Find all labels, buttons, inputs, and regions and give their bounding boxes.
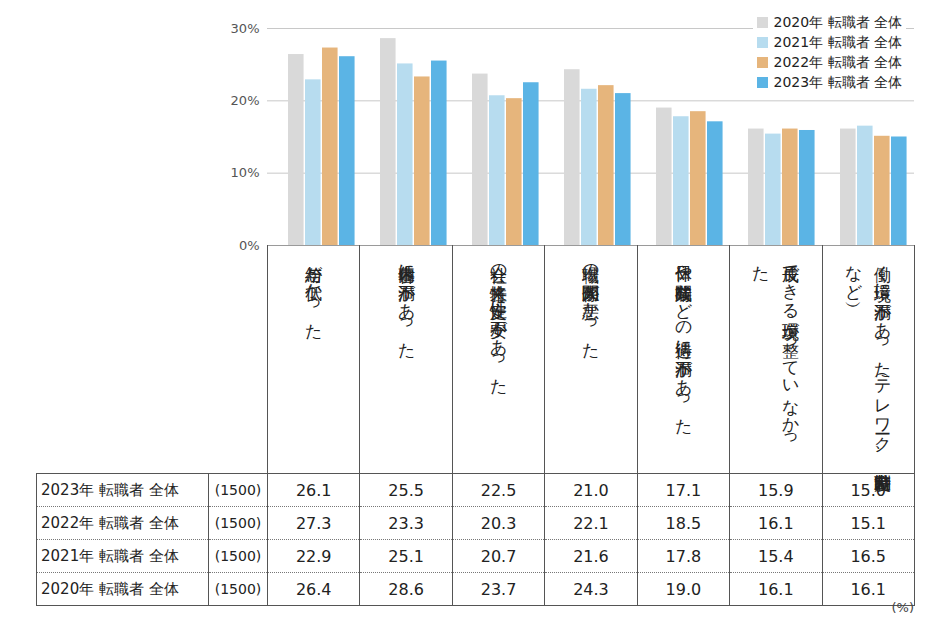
html-text:2022年 転職者 全体: 2022年 転職者 全体 <box>773 54 902 70</box>
html-text:21.6: 21.6 <box>573 546 609 566</box>
html-text:仕事内容に不満があった: 仕事内容に不満があった <box>397 253 417 349</box>
html-text:(1500): (1500) <box>214 515 262 531</box>
html-text:25.1: 25.1 <box>388 546 424 566</box>
html-text:23.3: 23.3 <box>388 513 424 533</box>
svg-text:20%: 20% <box>231 93 260 108</box>
html-text:(1500): (1500) <box>214 482 262 498</box>
html-text:18.5: 18.5 <box>665 513 702 533</box>
html-text:2023年 転職者 全体: 2023年 転職者 全体 <box>773 74 902 90</box>
html-text:19.0: 19.0 <box>665 579 702 599</box>
html-text:22.9: 22.9 <box>295 546 332 566</box>
html-text:15.1: 15.1 <box>850 513 886 533</box>
html-text:働く環境に不満があった（テレワーク、時差出勤制度など）: 働く環境に不満があった（テレワーク、時差出勤制度など） <box>844 253 894 461</box>
html-text:17.1: 17.1 <box>665 480 702 500</box>
html-text:20.7: 20.7 <box>480 546 517 566</box>
html-text:25.5: 25.5 <box>388 480 424 500</box>
html-text:16.5: 16.5 <box>850 546 886 566</box>
html-text:2022年 転職者 全体: 2022年 転職者 全体 <box>41 513 179 532</box>
html-text:21.0: 21.0 <box>573 480 609 500</box>
html-text:2021年 転職者 全体: 2021年 転職者 全体 <box>41 546 179 565</box>
html-text:休日や残業時間などの待遇に不満があった: 休日や残業時間などの待遇に不満があった <box>674 253 695 425</box>
html-text:22.1: 22.1 <box>573 513 609 533</box>
html-text:22.5: 22.5 <box>480 480 517 500</box>
html-text:20.3: 20.3 <box>480 513 517 533</box>
html-text:16.1: 16.1 <box>758 579 794 599</box>
html-text:26.1: 26.1 <box>295 480 332 500</box>
html-text:24.3: 24.3 <box>573 579 609 599</box>
html-text:15.0: 15.0 <box>850 480 886 500</box>
html-text:会社の将来性、安定性に不安があった: 会社の将来性、安定性に不安があった <box>489 253 510 385</box>
html-text:給与が低かった: 給与が低かった <box>304 253 325 330</box>
html-text:16.1: 16.1 <box>758 513 794 533</box>
html-text:2021年 転職者 全体: 2021年 転職者 全体 <box>773 34 902 50</box>
html-text:26.4: 26.4 <box>295 579 332 599</box>
html-text:職場の人間関係が悪かった: 職場の人間関係が悪かった <box>581 253 602 349</box>
html-text:17.8: 17.8 <box>665 546 702 566</box>
html-text:2020年 転職者 全体: 2020年 転職者 全体 <box>41 579 179 598</box>
html-text:15.4: 15.4 <box>758 546 794 566</box>
svg-text:30%: 30% <box>231 21 260 36</box>
svg-text:10%: 10% <box>231 165 260 180</box>
html-text:(1500): (1500) <box>214 581 262 597</box>
html-text:成長できる環境が整っていなかった: 成長できる環境が整っていなかった <box>751 253 802 445</box>
html-text:2023年 転職者 全体: 2023年 転職者 全体 <box>41 480 179 499</box>
svg-text:0%: 0% <box>239 238 260 250</box>
html-text:(1500): (1500) <box>214 548 262 564</box>
html-text:27.3: 27.3 <box>295 513 332 533</box>
html-text:2020年 転職者 全体: 2020年 転職者 全体 <box>773 14 902 30</box>
html-text:16.1: 16.1 <box>850 579 886 599</box>
html-text:23.7: 23.7 <box>480 579 517 599</box>
html-text:15.9: 15.9 <box>758 480 794 500</box>
html-text:28.6: 28.6 <box>388 579 424 599</box>
